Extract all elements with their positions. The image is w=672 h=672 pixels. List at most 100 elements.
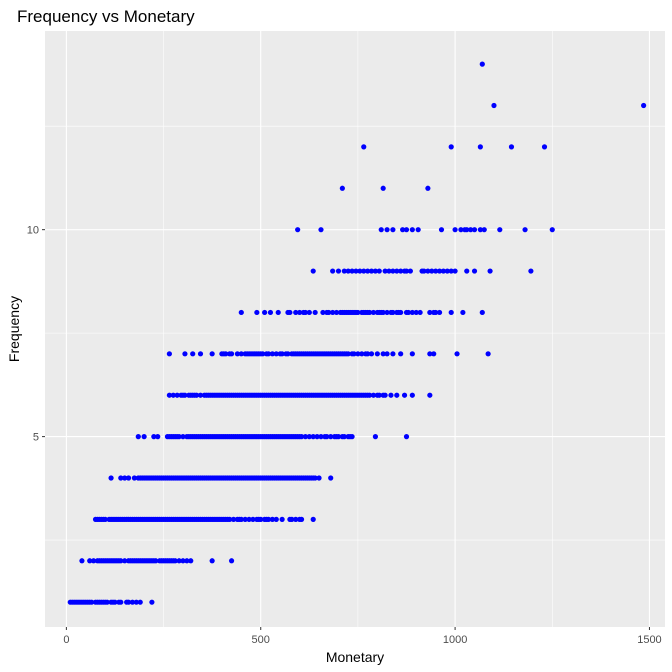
data-point — [398, 309, 404, 316]
data-point — [452, 268, 458, 274]
data-point — [188, 558, 194, 564]
data-point — [102, 516, 108, 522]
data-point — [384, 227, 390, 233]
data-point — [341, 434, 347, 440]
data-point — [479, 309, 485, 316]
x-tick-label: 1500 — [637, 634, 661, 646]
data-point — [448, 309, 454, 316]
data-point — [335, 268, 342, 274]
data-point — [436, 268, 443, 274]
data-point — [549, 227, 555, 233]
data-point — [440, 268, 447, 274]
data-point — [172, 558, 178, 564]
data-point — [289, 516, 295, 522]
data-point — [339, 185, 345, 191]
data-point — [328, 475, 334, 481]
data-point — [378, 227, 384, 233]
data-point — [433, 268, 439, 274]
data-point — [425, 268, 431, 274]
data-point — [458, 227, 464, 233]
data-point — [279, 516, 285, 522]
data-point — [390, 309, 396, 316]
data-point — [330, 309, 336, 316]
data-point — [125, 599, 132, 605]
data-point — [287, 309, 293, 316]
data-point — [376, 392, 382, 398]
data-point — [528, 268, 534, 274]
data-point — [318, 434, 324, 440]
data-point — [228, 558, 235, 564]
data-point — [382, 268, 388, 274]
data-point — [312, 309, 318, 316]
data-point — [306, 434, 312, 440]
data-point — [407, 268, 413, 274]
data-point — [262, 309, 268, 316]
data-point — [370, 309, 377, 316]
data-point — [324, 434, 330, 440]
data-point — [155, 434, 161, 440]
data-point — [209, 351, 215, 357]
data-point — [298, 516, 305, 522]
data-point — [273, 516, 279, 522]
data-point — [429, 268, 435, 274]
data-point — [355, 309, 361, 316]
data-point — [265, 351, 272, 357]
data-point — [234, 351, 241, 357]
data-point — [104, 599, 110, 605]
data-point — [372, 434, 379, 440]
data-point — [166, 392, 172, 398]
data-point — [238, 516, 244, 522]
data-point — [166, 351, 172, 357]
data-point — [386, 268, 392, 274]
data-point — [174, 392, 180, 398]
data-point — [314, 434, 320, 440]
data-point — [427, 392, 433, 398]
data-point — [368, 351, 375, 357]
data-point — [390, 227, 396, 233]
data-point — [497, 227, 503, 233]
data-point — [293, 309, 299, 316]
data-point — [438, 227, 445, 233]
data-point — [388, 392, 394, 398]
data-point — [427, 351, 433, 357]
x-tick-label: 1000 — [443, 634, 467, 646]
data-point — [464, 268, 470, 274]
data-point — [328, 434, 334, 440]
data-point — [310, 516, 316, 522]
data-point — [464, 227, 470, 233]
data-point — [260, 351, 266, 357]
data-point — [275, 309, 281, 316]
data-point — [380, 185, 386, 191]
data-point — [436, 309, 443, 316]
data-point — [265, 516, 272, 522]
data-point — [153, 558, 159, 564]
data-point — [330, 268, 336, 274]
plot-panel — [45, 31, 665, 627]
data-point — [345, 268, 351, 274]
data-point — [394, 392, 400, 398]
data-point — [133, 599, 139, 605]
data-point — [433, 309, 439, 316]
y-axis-title: Frequency — [6, 296, 22, 362]
data-point — [267, 309, 274, 316]
data-point — [477, 227, 483, 233]
data-point — [403, 268, 410, 274]
data-point — [149, 599, 155, 605]
data-point — [112, 599, 118, 605]
data-point — [345, 351, 351, 357]
data-point — [398, 268, 404, 274]
y-tick-label: 5 — [33, 432, 39, 444]
data-point — [242, 516, 248, 522]
data-point — [316, 475, 322, 481]
data-point — [641, 102, 647, 109]
data-point — [409, 351, 415, 357]
data-point — [487, 268, 493, 274]
data-point — [349, 268, 355, 274]
data-point — [372, 268, 379, 274]
data-point — [351, 351, 357, 357]
data-point — [384, 309, 390, 316]
data-point — [258, 516, 264, 522]
data-point — [384, 351, 390, 357]
data-point — [180, 558, 186, 564]
